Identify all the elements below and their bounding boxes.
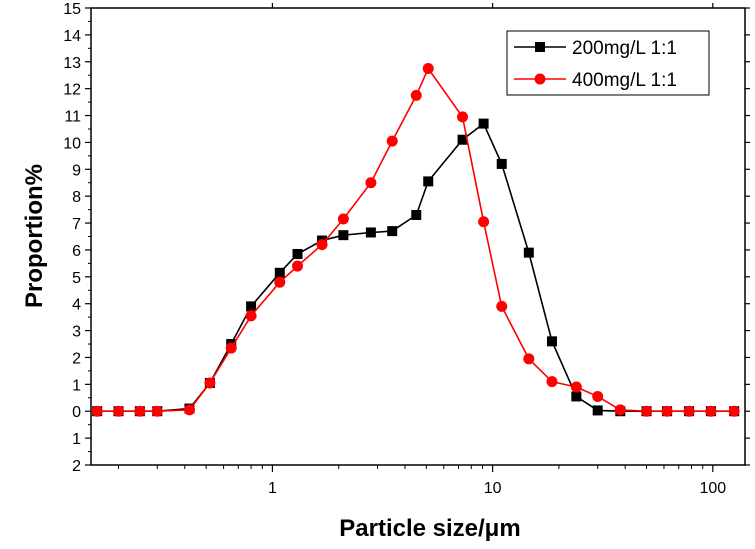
legend-label-200: 200mg/L 1:1 bbox=[572, 38, 677, 59]
data-point-200 bbox=[274, 267, 285, 278]
x-tick-label: 1 bbox=[268, 480, 277, 497]
data-point-400 bbox=[546, 376, 558, 388]
legend-marker-200 bbox=[535, 42, 545, 52]
data-point-200 bbox=[411, 209, 422, 220]
data-point-200 bbox=[365, 227, 376, 238]
data-point-400 bbox=[661, 405, 673, 417]
data-point-400 bbox=[134, 405, 146, 417]
data-point-400 bbox=[113, 405, 125, 417]
data-point-400 bbox=[705, 405, 717, 417]
data-point-400 bbox=[478, 216, 490, 228]
y-axis-title: Proportion% bbox=[21, 164, 48, 308]
data-point-400 bbox=[151, 405, 163, 417]
data-point-200 bbox=[478, 118, 489, 129]
y-tick-label: 1 bbox=[72, 377, 81, 394]
legend-marker-400 bbox=[534, 73, 546, 85]
series-line-200 bbox=[97, 122, 735, 413]
legend-label-400: 400mg/L 1:1 bbox=[572, 70, 677, 91]
y-tick-label: 3 bbox=[72, 324, 81, 341]
data-point-200 bbox=[496, 158, 507, 169]
data-point-400 bbox=[225, 342, 237, 354]
y-tick-label: 0 bbox=[72, 404, 81, 421]
series-layer bbox=[91, 62, 740, 417]
data-point-200 bbox=[423, 176, 434, 187]
data-point-200 bbox=[292, 248, 303, 259]
data-point-400 bbox=[422, 62, 434, 74]
data-point-400 bbox=[292, 260, 304, 272]
data-point-400 bbox=[728, 405, 740, 417]
data-point-400 bbox=[683, 405, 695, 417]
x-axis-title: Particle size/μm bbox=[339, 515, 520, 542]
data-point-200 bbox=[338, 230, 349, 241]
data-point-200 bbox=[457, 134, 468, 145]
legend: 200mg/L 1:1 400mg/L 1:1 bbox=[506, 30, 710, 96]
data-point-400 bbox=[386, 135, 398, 147]
x-tick-label: 10 bbox=[484, 480, 502, 497]
data-point-400 bbox=[496, 300, 508, 312]
data-point-400 bbox=[245, 310, 257, 322]
data-point-200 bbox=[592, 405, 603, 416]
y-tick-label: 7 bbox=[72, 216, 81, 233]
data-point-200 bbox=[246, 301, 257, 312]
data-point-400 bbox=[365, 177, 377, 189]
y-tick-label: 12 bbox=[63, 82, 81, 99]
data-point-400 bbox=[641, 405, 653, 417]
y-tick-label: 8 bbox=[72, 189, 81, 206]
y-tick-label: 4 bbox=[72, 297, 81, 314]
data-point-400 bbox=[410, 89, 422, 101]
y-tick-label: 11 bbox=[64, 109, 81, 126]
data-point-400 bbox=[204, 377, 216, 389]
series-line-400 bbox=[97, 66, 735, 413]
data-point-400 bbox=[457, 111, 469, 123]
y-tick-label: 2 bbox=[72, 458, 81, 475]
data-point-200 bbox=[523, 247, 534, 258]
data-point-200 bbox=[387, 226, 398, 237]
data-point-200 bbox=[571, 391, 582, 402]
data-point-400 bbox=[91, 405, 103, 417]
data-point-400 bbox=[592, 390, 604, 402]
y-tick-label: 6 bbox=[72, 243, 81, 260]
y-tick-label: 9 bbox=[72, 162, 81, 179]
series-200 bbox=[92, 118, 740, 417]
x-tick-label: 100 bbox=[699, 480, 726, 497]
y-tick-label: 13 bbox=[63, 55, 81, 72]
y-tick-label: 14 bbox=[63, 28, 81, 45]
data-point-200 bbox=[546, 336, 557, 347]
series-400 bbox=[91, 62, 740, 417]
y-tick-label: 2 bbox=[72, 350, 81, 367]
data-point-400 bbox=[523, 353, 535, 365]
data-point-400 bbox=[274, 276, 286, 288]
data-point-400 bbox=[614, 404, 626, 416]
y-tick-label: 15 bbox=[63, 1, 81, 18]
data-point-400 bbox=[316, 239, 328, 251]
data-point-400 bbox=[183, 404, 195, 416]
data-point-400 bbox=[570, 381, 582, 393]
y-tick-label: 1 bbox=[72, 431, 81, 448]
data-point-400 bbox=[337, 213, 349, 225]
y-tick-label: 5 bbox=[72, 270, 81, 287]
y-tick-label: 10 bbox=[63, 135, 81, 152]
